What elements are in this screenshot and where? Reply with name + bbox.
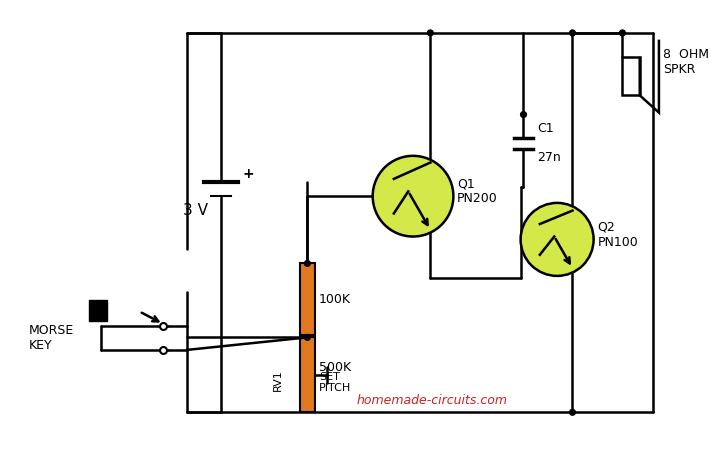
- Text: 27n: 27n: [537, 151, 561, 164]
- Bar: [300, 338, 315, 412]
- Circle shape: [373, 156, 454, 237]
- Circle shape: [619, 30, 625, 36]
- Text: Q1
PN200: Q1 PN200: [457, 177, 498, 205]
- Text: C1: C1: [537, 122, 554, 135]
- Circle shape: [570, 30, 575, 36]
- Text: 8  OHM
SPKR: 8 OHM SPKR: [663, 48, 709, 76]
- Bar: [622, 57, 640, 95]
- Text: +: +: [242, 167, 254, 181]
- Circle shape: [427, 30, 433, 36]
- Text: 500K: 500K: [319, 360, 351, 374]
- Bar: [300, 263, 315, 335]
- Circle shape: [520, 203, 594, 276]
- Text: Q2
PN100: Q2 PN100: [597, 220, 638, 248]
- Text: MORSE
KEY: MORSE KEY: [29, 324, 74, 352]
- Bar: [90, 300, 107, 321]
- Text: 100K: 100K: [319, 293, 351, 306]
- Text: homemade-circuits.com: homemade-circuits.com: [357, 394, 508, 407]
- Circle shape: [304, 261, 310, 266]
- Text: SET
PITCH: SET PITCH: [319, 372, 351, 393]
- Circle shape: [570, 410, 575, 415]
- Text: 3 V: 3 V: [183, 203, 208, 218]
- Circle shape: [520, 112, 526, 117]
- Circle shape: [304, 334, 310, 340]
- Text: RV1: RV1: [273, 369, 283, 391]
